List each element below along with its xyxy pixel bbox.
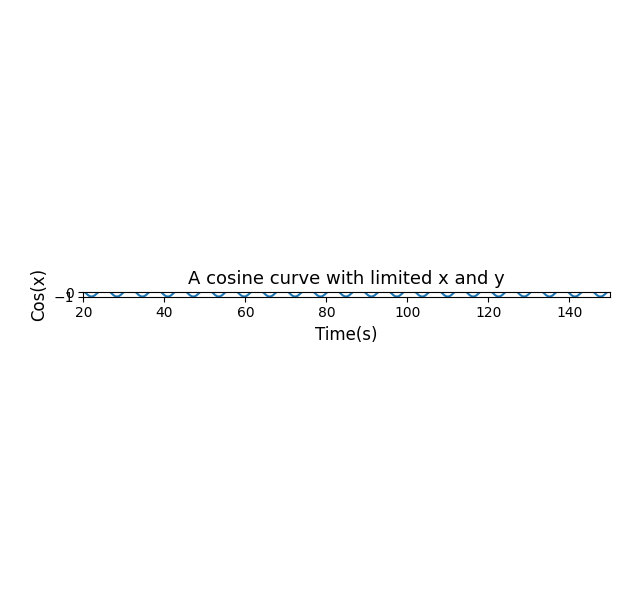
Y-axis label: Cos(x): Cos(x) [30,268,48,321]
X-axis label: Time(s): Time(s) [315,326,378,344]
Title: A cosine curve with limited x and y: A cosine curve with limited x and y [188,270,505,288]
